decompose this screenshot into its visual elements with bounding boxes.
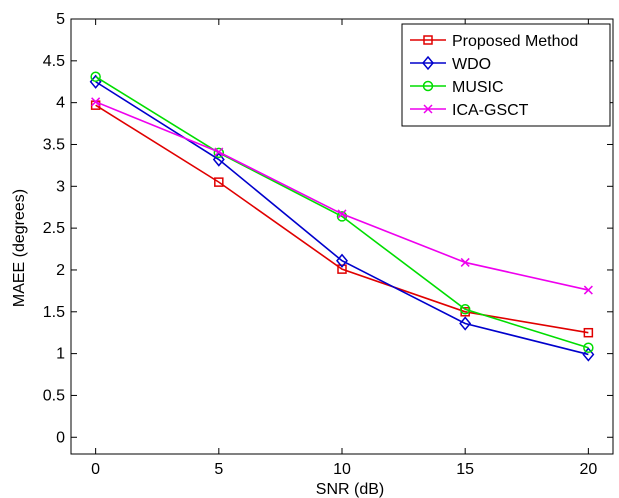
legend-marker-proposed-method	[423, 35, 433, 45]
data-point-ica-gsct	[460, 257, 470, 267]
marker-stroke	[460, 257, 470, 267]
data-point-proposed-method	[583, 327, 594, 338]
x-tick-label: 20	[579, 461, 597, 478]
data-point-music	[213, 147, 225, 159]
y-tick-label: 5	[56, 11, 65, 28]
x-tick-label: 0	[91, 461, 100, 478]
x-axis-title: SNR (dB)	[316, 481, 384, 498]
x-axis: 0 5 10 15 20	[91, 19, 597, 478]
y-tick-label: 0	[56, 429, 65, 446]
data-point-music	[583, 342, 594, 354]
data-point-ica-gsct	[214, 147, 224, 157]
legend-label-music: MUSIC	[452, 79, 504, 96]
y-tick-label: 2	[56, 262, 65, 279]
y-tick-label: 1.5	[43, 304, 65, 321]
y-tick-label: 0.5	[43, 387, 65, 404]
data-point-ica-gsct	[337, 209, 347, 219]
marker-stroke	[583, 285, 593, 295]
series-line-music	[95, 76, 589, 349]
data-point-proposed-method	[214, 177, 224, 187]
data-point-music	[90, 71, 101, 82]
series-ica-gsct	[91, 97, 593, 295]
data-point-music	[459, 304, 471, 315]
series-music	[90, 71, 594, 354]
marker-stroke	[423, 104, 433, 114]
legend-label-proposed-method: Proposed Method	[452, 33, 578, 50]
legend: Proposed Method WDO MUSIC ICA-GSCT	[401, 23, 611, 127]
legend-marker-music	[422, 80, 434, 92]
x-tick-label: 15	[456, 461, 474, 478]
legend-label-wdo: WDO	[452, 56, 491, 73]
y-tick-label: 3	[56, 178, 65, 195]
legend-marker-wdo	[422, 55, 434, 71]
series-proposed-method	[90, 100, 594, 338]
data-point-ica-gsct	[91, 97, 101, 107]
y-tick-label: 1	[56, 346, 65, 363]
data-point-proposed-method	[337, 264, 347, 274]
y-tick-label: 4	[56, 95, 65, 112]
legend-marker-ica-gsct	[423, 104, 433, 114]
y-tick-label: 4.5	[43, 53, 65, 70]
series-line-ica-gsct	[95, 101, 589, 291]
data-point-wdo	[459, 316, 472, 331]
series-layer	[89, 71, 595, 362]
data-point-wdo	[212, 152, 225, 167]
series-line-wdo	[95, 81, 589, 356]
marker-stroke	[337, 209, 347, 219]
data-point-wdo	[582, 347, 595, 362]
y-axis-title: MAEE (degrees)	[11, 189, 28, 307]
y-axis: 0 0.5 1 1.5 2 2.5 3 3.5 4 4.5 5	[43, 11, 613, 446]
series-line-proposed-method	[95, 104, 589, 334]
marker-stroke	[91, 97, 101, 107]
legend-label-ica-gsct: ICA-GSCT	[452, 102, 529, 119]
marker-stroke	[214, 147, 224, 157]
y-tick-label: 3.5	[43, 136, 65, 153]
x-tick-label: 5	[214, 461, 223, 478]
x-tick-label: 10	[333, 461, 351, 478]
y-tick-label: 2.5	[43, 220, 65, 237]
data-point-ica-gsct	[583, 285, 593, 295]
data-point-wdo	[336, 253, 348, 268]
